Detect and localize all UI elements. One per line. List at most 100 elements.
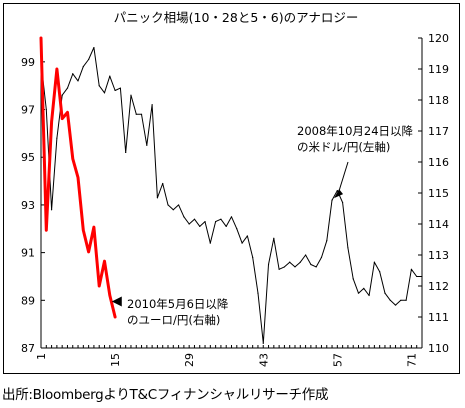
series-point: [77, 80, 79, 82]
series-point: [357, 292, 360, 294]
annotation-usdjpy-text: 2008年10月24日以降: [297, 124, 414, 138]
series-point: [304, 254, 307, 256]
x-tick-label: 29: [183, 353, 196, 367]
series-point: [56, 68, 58, 70]
source-note: 出所:BloombergよりT&Cフィナンシャルリサーチ作成: [2, 387, 329, 403]
y-right-tick-label: 118: [428, 94, 449, 107]
series-point: [114, 89, 116, 92]
series-point: [241, 242, 243, 244]
series-point: [177, 204, 180, 206]
series-point: [283, 266, 286, 268]
y-left-tick-label: 89: [21, 294, 35, 307]
series-point: [352, 278, 354, 280]
series-point: [93, 226, 95, 228]
y-left-tick-label: 99: [21, 56, 35, 69]
series-point: [140, 113, 143, 115]
series-point: [262, 342, 264, 344]
series-point: [61, 94, 63, 96]
y-left-tick-label: 93: [21, 199, 35, 212]
series-point: [82, 66, 84, 68]
y-right-tick-label: 113: [428, 249, 449, 262]
series-point: [61, 118, 63, 120]
series-point: [56, 137, 58, 139]
series-point: [45, 229, 47, 231]
annotation-usdjpy-box: [294, 121, 412, 159]
x-tick-label: 15: [109, 353, 122, 367]
series-point: [331, 199, 333, 201]
annotation-usdjpy-arrow: [337, 161, 349, 195]
series-point: [315, 266, 317, 268]
series-point: [193, 218, 196, 220]
series-point: [93, 46, 95, 49]
series-point: [405, 299, 407, 301]
series-point: [88, 58, 90, 61]
series-point: [125, 151, 127, 154]
y-left-tick-label: 97: [21, 104, 35, 117]
series-point: [172, 209, 174, 211]
series-point: [363, 287, 365, 289]
series-point: [246, 235, 248, 237]
annotation-usdjpy-text: の米ドル/円(左軸): [297, 140, 390, 154]
series-point: [156, 197, 159, 199]
y-right-tick-label: 111: [428, 311, 449, 324]
series-point: [72, 73, 74, 75]
series-point: [400, 299, 402, 301]
y-right-tick-label: 116: [428, 156, 449, 169]
series-point: [50, 121, 53, 123]
series-point: [77, 176, 79, 179]
series-point: [267, 263, 270, 266]
series-point: [88, 251, 90, 253]
series-point: [66, 111, 69, 113]
y-right-tick-label: 120: [428, 32, 449, 45]
y-left-tick-label: 91: [21, 247, 35, 260]
series-point: [167, 204, 169, 206]
x-tick-label: 57: [331, 353, 344, 367]
series-point: [416, 275, 418, 278]
series-point: [389, 299, 391, 301]
series-point: [410, 268, 413, 270]
series-point: [236, 228, 238, 230]
series-point: [109, 75, 111, 77]
series-point: [98, 85, 100, 87]
annotation-usdjpy-arrowhead: [334, 189, 344, 199]
series-point: [50, 209, 53, 211]
y-right-tick-label: 115: [428, 187, 449, 200]
y-right-tick-label: 112: [428, 280, 449, 293]
series-point: [209, 242, 211, 244]
y-left-tick-label: 95: [21, 151, 35, 164]
y-right-tick-label: 110: [428, 342, 449, 355]
series-point: [252, 256, 254, 258]
series-point: [109, 294, 111, 296]
series-point: [114, 316, 116, 318]
series-point: [278, 268, 280, 270]
series-point: [215, 221, 217, 223]
x-ticks: 1 15 29 43 57 71: [35, 345, 423, 367]
annotation-eurjpy-text: 2010年5月6日以降: [127, 297, 229, 311]
x-tick-label: 43: [257, 353, 270, 367]
series-point: [379, 271, 381, 273]
series-point: [326, 240, 328, 242]
series-point: [384, 292, 386, 294]
series-point: [103, 92, 106, 94]
series-point: [66, 87, 69, 89]
series-point: [257, 292, 259, 294]
series-point: [320, 256, 323, 258]
series-point: [199, 225, 201, 227]
series-point: [299, 261, 301, 263]
series-point: [230, 216, 233, 218]
series-point: [368, 294, 370, 297]
series-point: [98, 285, 100, 287]
series-point: [336, 190, 338, 192]
series-point: [310, 263, 312, 266]
series-point: [294, 266, 296, 268]
annotation-eurjpy-box: [124, 294, 232, 332]
series-point: [394, 304, 397, 306]
annotation-eurjpy-text: のユーロ/円(右軸): [127, 313, 220, 327]
annotation-eurjpy-arrowhead: [111, 296, 122, 307]
y-left-tick-label: 87: [21, 342, 35, 355]
series-point: [273, 237, 275, 239]
chart-title: パニック相場(10・28と5・6)のアナロジー: [114, 10, 359, 25]
